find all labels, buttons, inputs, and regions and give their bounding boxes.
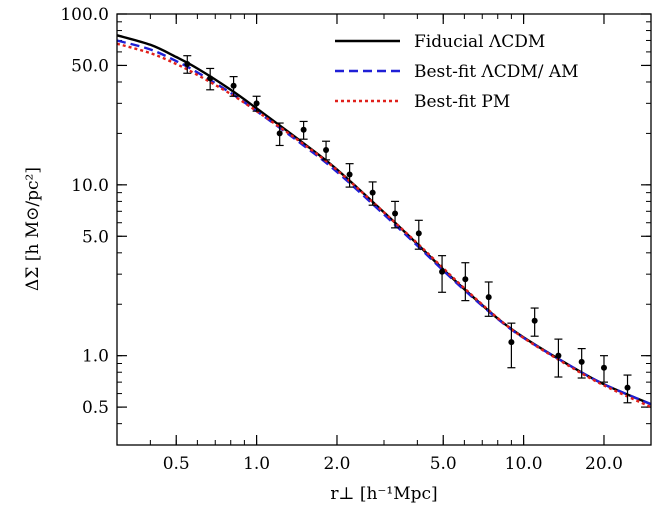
data-point xyxy=(462,276,469,283)
y-tick-labels: 0.5 1.0 5.0 10.0 50.0 100.0 xyxy=(60,5,109,418)
x-tick-label: 20.0 xyxy=(585,454,623,474)
data-point xyxy=(508,339,515,346)
legend: Fiducial ΛCDM Best-fit ΛCDM/ AM Best-fit P… xyxy=(335,32,579,112)
plot-frame xyxy=(116,13,652,446)
y-axis-title: ΔΣ [h M⊙/pc²] xyxy=(23,167,43,291)
data-point xyxy=(346,171,353,178)
y-tick-label: 5.0 xyxy=(82,227,109,247)
data-point xyxy=(392,210,399,217)
data-point xyxy=(485,294,492,301)
data-point xyxy=(323,146,330,153)
y-tick-label: 10.0 xyxy=(71,176,109,196)
data-point xyxy=(439,268,446,275)
series-line-3 xyxy=(116,42,652,409)
legend-label-2: Best-fit ΛCDM/ AM xyxy=(414,62,579,82)
y-tick-label: 100.0 xyxy=(60,5,109,25)
x-tick-label: 0.5 xyxy=(163,454,190,474)
series-line-2 xyxy=(116,39,652,406)
y-tick-label: 0.5 xyxy=(82,398,109,418)
data-point xyxy=(207,75,214,82)
data-point xyxy=(624,384,631,391)
data-point xyxy=(276,130,283,137)
x-axis-title: r⊥ [h⁻¹Mpc] xyxy=(330,484,437,504)
legend-label-1: Fiducial ΛCDM xyxy=(414,32,545,52)
data-point xyxy=(369,189,376,196)
x-tick-label: 1.0 xyxy=(243,454,270,474)
data-point xyxy=(230,82,237,89)
data-point xyxy=(253,100,260,107)
x-tick-label: 10.0 xyxy=(505,454,543,474)
plot-area xyxy=(117,14,651,445)
model-curves xyxy=(116,34,652,409)
major-ticks xyxy=(117,13,651,445)
data-point xyxy=(184,60,191,67)
measured-points xyxy=(183,55,632,404)
data-point xyxy=(555,352,562,359)
data-point xyxy=(531,317,538,324)
y-tick-label: 50.0 xyxy=(71,56,109,76)
x-tick-label: 5.0 xyxy=(430,454,457,474)
data-point xyxy=(415,230,422,237)
data-point xyxy=(600,364,607,371)
data-point xyxy=(578,358,585,365)
y-tick-label: 1.0 xyxy=(82,347,109,367)
data-point xyxy=(300,126,307,133)
legend-label-3: Best-fit PM xyxy=(414,92,510,112)
x-tick-labels: 0.5 1.0 2.0 5.0 10.0 20.0 xyxy=(163,454,623,474)
x-tick-label: 2.0 xyxy=(323,454,350,474)
